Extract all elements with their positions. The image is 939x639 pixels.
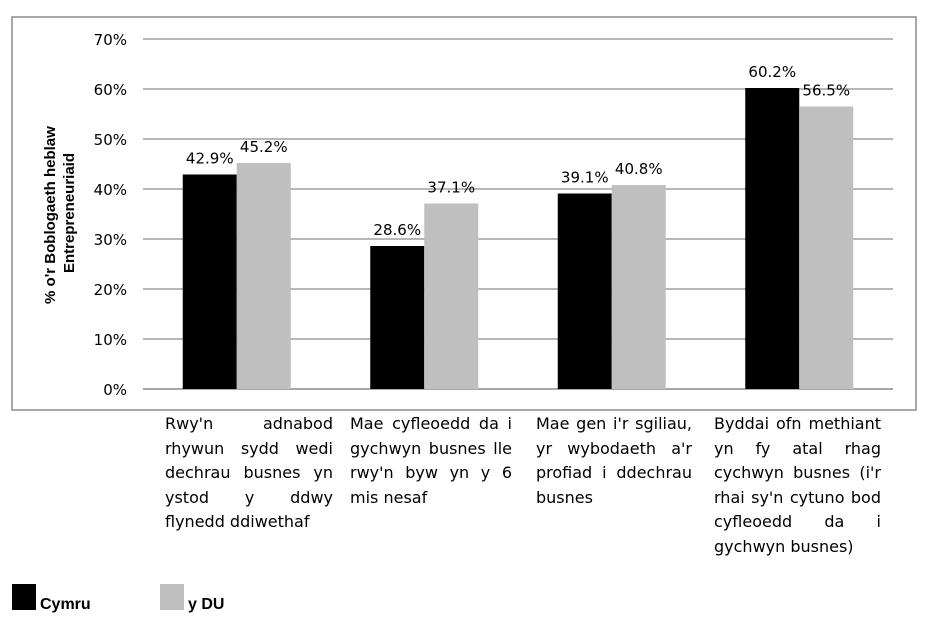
y-tick-label: 20% — [94, 281, 127, 299]
bar-y-du-1 — [236, 163, 291, 389]
y-tick-label: 40% — [94, 181, 127, 199]
y-tick-label: 60% — [94, 81, 127, 99]
y-axis-title-line-2: Entrepreneuriaid — [61, 153, 78, 273]
data-label-y-du-1: 45.2% — [240, 138, 288, 156]
data-label-cymru-3: 39.1% — [561, 169, 609, 187]
legend-label-y-du: y DU — [188, 596, 225, 613]
data-label-cymru-2: 28.6% — [373, 221, 421, 239]
y-tick-label: 70% — [94, 31, 127, 49]
category-label-1: Rwy'n adnabod rhywun sydd wedi dechrau b… — [165, 414, 333, 531]
data-label-y-du-3: 40.8% — [615, 160, 663, 178]
legend-label-cymru: Cymru — [40, 596, 91, 613]
bar-cymru-4 — [745, 88, 800, 389]
legend-swatch-y-du — [160, 584, 184, 610]
bar-y-du-2 — [424, 203, 479, 389]
legend-item-y-du: y DU — [160, 584, 224, 613]
bar-cymru-2 — [370, 246, 425, 389]
bar-y-du-3 — [611, 185, 666, 389]
category-label-4: Byddai ofn methiant yn fy atal rhag cych… — [714, 414, 881, 556]
legend-swatch-cymru — [12, 584, 36, 610]
data-label-cymru-1: 42.9% — [186, 150, 234, 168]
category-label-3: Mae gen i'r sgiliau, yr wybodaeth a'r pr… — [536, 414, 692, 507]
bar-y-du-4 — [799, 106, 854, 389]
data-label-cymru-4: 60.2% — [748, 63, 796, 81]
legend-item-cymru: Cymru — [12, 584, 91, 613]
category-label-2: Mae cyfleoedd da i gychwyn busnes lle rw… — [350, 414, 512, 507]
bar-cymru-1 — [182, 174, 237, 389]
y-tick-label: 10% — [94, 331, 127, 349]
bar-cymru-3 — [557, 193, 612, 389]
y-axis-title-line-1: % o'r Boblogaeth heblaw — [42, 126, 59, 304]
y-axis-title: % o'r Boblogaeth heblaw Entrepreneuriaid — [42, 122, 78, 304]
y-tick-label: 50% — [94, 131, 127, 149]
data-label-y-du-2: 37.1% — [427, 179, 475, 197]
y-tick-label: 30% — [94, 231, 127, 249]
data-label-y-du-4: 56.5% — [802, 82, 850, 100]
y-tick-label: 0% — [103, 381, 127, 399]
